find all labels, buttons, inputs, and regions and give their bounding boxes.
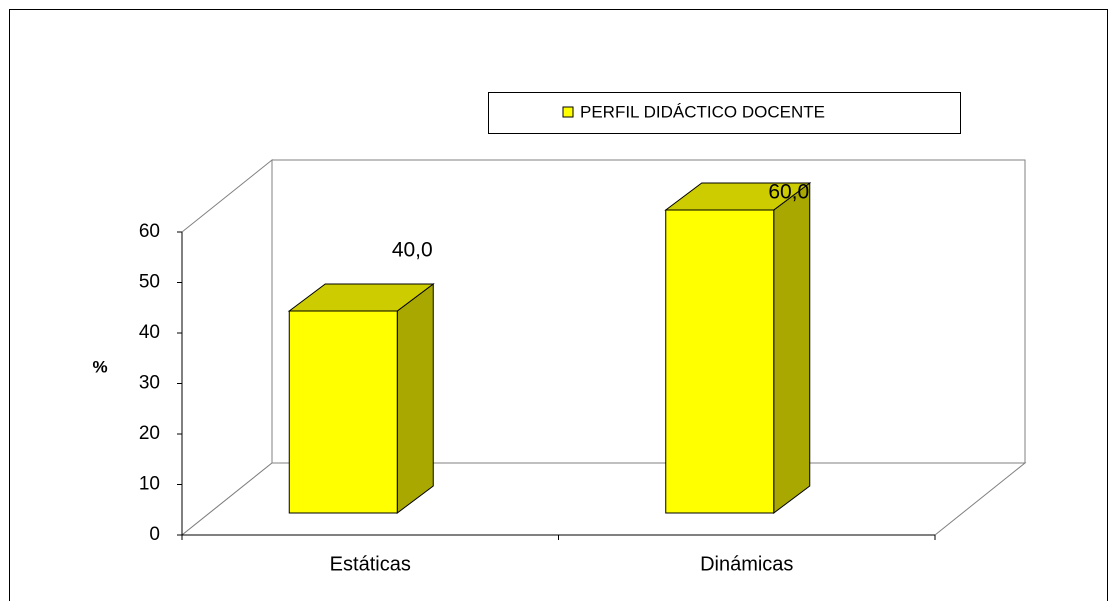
y-tick-label: 10 <box>139 474 160 495</box>
bar <box>665 209 775 514</box>
y-tick-label: 60 <box>139 221 160 242</box>
bar-side <box>773 182 811 514</box>
y-tick-label: 20 <box>139 423 160 444</box>
x-tick-label: Estáticas <box>330 553 411 575</box>
value-label: 60,0 <box>768 181 809 204</box>
y-tick-label: 0 <box>149 524 160 545</box>
bar-side <box>396 283 434 514</box>
x-tick-label: Dinámicas <box>700 553 793 575</box>
legend-label: PERFIL DIDÁCTICO DOCENTE <box>580 102 825 121</box>
y-tick-label: 40 <box>139 322 160 343</box>
legend-marker <box>562 106 574 118</box>
value-label: 40,0 <box>392 239 433 262</box>
bar <box>288 310 398 514</box>
y-axis-label: % <box>92 357 107 376</box>
y-tick-label: 30 <box>139 373 160 394</box>
y-tick-label: 50 <box>139 272 160 293</box>
